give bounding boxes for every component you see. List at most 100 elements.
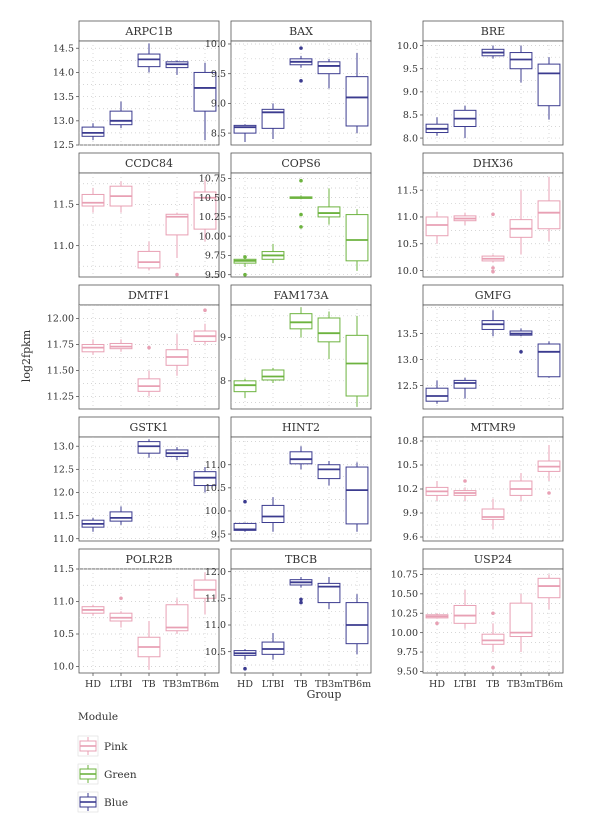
y-tick-label: 11.75 (47, 340, 74, 351)
y-tick-label: 11.5 (53, 564, 74, 575)
panel-hint2: HINT2 9.5 10.0 10.5 11.0 (205, 416, 372, 542)
y-tick-label: 13.0 (53, 116, 74, 127)
box-body (233, 522, 257, 531)
outlier-point (463, 479, 467, 483)
box-tb (137, 439, 161, 458)
y-tick-label: 10.25 (199, 212, 226, 223)
outlier-point (299, 178, 303, 183)
y-tick-label: 11.5 (397, 185, 418, 196)
box-body (509, 602, 533, 638)
panel-title: GMFG (475, 289, 511, 302)
box-tb (481, 45, 505, 59)
box-body (261, 108, 285, 129)
x-tick-label: HD (85, 679, 101, 690)
y-tick-label: 10.50 (199, 193, 226, 204)
box-body (137, 53, 161, 68)
y-tick-label: 11.0 (205, 620, 226, 631)
box-body (425, 216, 449, 237)
y-tick-label: 10.5 (397, 460, 418, 471)
outlier-point (519, 350, 523, 354)
box-hd (233, 649, 257, 671)
box-body (137, 441, 161, 454)
box-body (345, 602, 369, 645)
box-ltbi (109, 506, 133, 525)
y-tick-label: 8.0 (403, 133, 418, 144)
legend-label: Pink (104, 741, 128, 753)
outlier-point (175, 272, 179, 277)
y-tick-label: 11.0 (397, 212, 418, 223)
box-tb6m (345, 52, 369, 134)
y-tick-label: 10.75 (391, 570, 418, 581)
y-tick-label: 8.5 (403, 110, 418, 121)
box-hd (425, 481, 449, 501)
legend-item-green: Green (77, 763, 137, 785)
box-body (233, 380, 257, 393)
y-tick-label: 8.5 (211, 128, 226, 139)
legend-title: Module (78, 711, 118, 723)
legend: Module Pink Green Blue (77, 711, 137, 813)
box-tb6m (537, 574, 561, 610)
panel-title: CCDC84 (125, 157, 173, 170)
box-body (137, 378, 161, 392)
panel-bax: BAX 8.5 9.0 9.5 10.0 (205, 20, 372, 146)
box-hd (425, 613, 449, 626)
box-tb (137, 345, 161, 397)
box-body (165, 213, 189, 236)
box-ltbi (109, 181, 133, 213)
y-tick-label: 9.0 (211, 99, 226, 110)
box-body (137, 250, 161, 269)
box-ltbi (109, 596, 133, 628)
box-tb3m (165, 334, 189, 376)
box-tb (289, 307, 313, 338)
box-hd (425, 380, 449, 404)
box-tb6m (537, 57, 561, 120)
y-tick-label: 10.2 (397, 484, 418, 495)
panel-bre: BRE 8.0 8.5 9.0 9.5 10.0 (397, 20, 564, 146)
x-tick-label: TB (486, 679, 499, 690)
y-tick-label: 12.0 (205, 567, 226, 578)
legend-label: Blue (104, 797, 128, 809)
outlier-point (203, 308, 207, 313)
x-tick-label: TB (142, 679, 155, 690)
box-body (261, 504, 285, 524)
panel-title: TBCB (285, 553, 317, 566)
y-tick-label: 10.5 (205, 483, 226, 494)
box-tb3m (317, 188, 341, 225)
box-hd (233, 378, 257, 399)
box-body (537, 577, 561, 599)
box-body (345, 214, 369, 262)
x-axis-title: Group (307, 688, 342, 701)
outlier-point (491, 269, 495, 274)
box-tb3m (509, 45, 533, 83)
y-tick-label: 12.5 (53, 140, 74, 151)
box-tb (481, 611, 505, 670)
box-hd (81, 123, 105, 141)
outlier-point (299, 600, 303, 605)
box-tb3m (317, 577, 341, 609)
y-tick-label: 9.5 (211, 529, 226, 540)
outlier-point (243, 666, 247, 671)
box-body (509, 52, 533, 70)
panel-title: DMTF1 (128, 289, 170, 302)
outlier-point (491, 266, 495, 270)
panel-title: BAX (289, 25, 313, 38)
panel-title: ARPC1B (124, 25, 172, 38)
y-tick-label: 12.00 (47, 314, 74, 325)
x-tick-label: TB6m (191, 679, 219, 690)
box-tb3m (165, 212, 189, 277)
box-tb (289, 46, 313, 83)
y-tick-label: 12.0 (53, 488, 74, 499)
box-body (345, 76, 369, 127)
box-ltbi (261, 497, 285, 532)
box-body (289, 313, 313, 330)
y-tick-label: 12.5 (53, 465, 74, 476)
outlier-point (299, 212, 303, 217)
box-tb3m (165, 598, 189, 634)
outlier-point (243, 272, 247, 277)
x-tick-label: TB (294, 679, 307, 690)
y-tick-label: 10.0 (205, 506, 226, 517)
y-tick-label: 13.5 (53, 92, 74, 103)
box-body (109, 110, 133, 126)
y-tick-label: 11.5 (53, 511, 74, 522)
y-tick-label: 9.5 (403, 64, 418, 75)
